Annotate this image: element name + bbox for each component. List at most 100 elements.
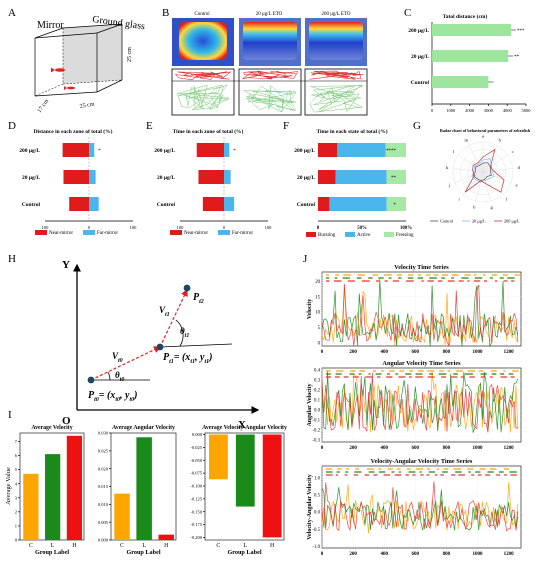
panel-j-series-1-0 [321,371,519,433]
panel-i-ytick-1-6: 0.030 [98,431,109,436]
panel-c-tick-5: 5000 [522,108,532,113]
panel-j-xtick-2-2: 400 [380,552,388,557]
panelD-sig-0: * [98,149,101,154]
panel-j-xtick-0-4: 800 [443,350,451,355]
dim-height-label: 25 cm [127,47,133,62]
origin-label: O [62,415,71,427]
panel-i-xtick-0-L: L [51,543,55,549]
panel-h-motion-diagram: Y X O Pt2 Vt1 θt1 Vt0 θt0 Pt1= (xt1, yt1… [62,259,260,431]
radar-axis-label-d: d [518,165,521,170]
radar-axis-label-c: c [512,149,514,154]
panel-letter-c: C [404,7,411,19]
panelE-near-bar-2 [202,197,224,211]
panel-c-bar-1 [432,50,509,62]
panel-i-ytick-2-6: -0.150 [190,509,202,514]
panel-c-tick-2: 2000 [465,108,475,113]
panel-j-xtick-1-6: 1200 [504,446,515,451]
panel-j-series-0-0 [321,287,519,347]
panelE-legend-far: Far-mirror [232,231,253,236]
panel-j-ylabel-1: Angular Velocity [307,383,313,426]
panel-j-ytick-1-2: -0.1 [312,419,320,424]
panel-i-ytick-1-3: 0.015 [98,484,109,489]
label-theta-t0: θt0 [115,370,124,383]
label-v-t0: Vt0 [112,351,123,364]
panel-c-category-2: Control [411,80,430,86]
panel-f-bar-2-2 [386,197,406,211]
panel-letter-j: J [303,253,308,265]
radar-series-2 [464,148,505,193]
panelE-category-1: 20 μg/L [157,175,175,181]
panel-c-sig-1: ** [514,55,520,60]
radar-axis-label-h: h [473,204,476,209]
panel-j-ytick-2-1: -0.5 [312,528,320,533]
panel-c-category-1: 20 μg/L [411,54,429,60]
trajectory-lines [174,70,364,113]
panel-i-bar-1-H [158,534,174,540]
trajectory-200 [304,68,368,116]
panel-j-xtick-1-3: 600 [412,446,420,451]
label-p-t0: Pt0= (xt0, yt0) [88,390,137,403]
panel-j-ytick-1-7: 0.4 [314,369,321,374]
label-theta-t1: θt1 [180,326,189,339]
panelE-near-bar-1 [198,170,224,184]
label-p-t1: Pt1= (xt1, yt1) [163,352,212,365]
panel-f-legend-2: Freezing [396,233,414,238]
dim-width-label: 25 cm [79,101,95,110]
panel-i-xtick-2-H: H [270,543,275,549]
panelE-legend-near: Near-mirror [184,231,208,236]
panel-j-xtick-1-4: 800 [443,446,451,451]
panelD-legend-near-swatch [35,230,47,235]
panelE-tick-right: 100 [265,225,273,230]
panel-j-xtick-0-3: 600 [412,350,420,355]
panelD-title: Distance in each zone of total (%) [34,128,113,135]
panelE-legend-near-swatch [170,230,182,235]
panelE-tick-left: 100 [177,225,185,230]
panel-j-xtick-0-5: 1000 [472,350,483,355]
radar-axis-label-g: g [490,204,493,209]
panelE-far-bar-2 [224,197,235,211]
panel-i-ytick-1-0: 0.000 [98,538,109,543]
panel-i-xtick-1-H: H [164,543,169,549]
panelD-far-bar-2 [89,197,99,211]
panel-i-ytick-2-5: -0.125 [190,496,202,501]
panel-i-bar-0-C [23,473,39,540]
panel-f-title: Time in each state of total (%) [316,128,387,135]
radar-axis-label-l: l [453,149,455,154]
panel-c-tick-1: 1000 [446,108,456,113]
panel-j-ytick-0-1: 5 [318,326,321,331]
panel-letter-h: H [8,253,16,265]
velocity-vector-t1 [159,288,188,348]
panel-c-bar-0 [432,24,511,36]
point-p-t1 [156,343,164,351]
panel-f-sig-1: ** [391,176,397,181]
panel-j-xtick-0-0: 0 [321,350,324,355]
panel-i-ytick-2-3: -0.075 [190,471,202,476]
panel-j-xtick-2-5: 1000 [472,552,483,557]
panel-i-ytick-0-2: 2 [15,509,17,514]
panel-j-ytick-2-3: 0.5 [314,494,321,499]
x-axis-label: X [238,419,246,431]
panel-j-ytick-1-3: 0.0 [314,409,321,414]
panelD-legend-near: Near-mirror [49,231,73,236]
panelD-category-1: 20 μg/L [22,175,40,181]
panel-j-ytick-2-0: -1.0 [312,545,320,550]
panelE-legend-far-swatch [218,230,230,235]
panel-f-time-state: Time in each state of total (%) 200 μg/L *… [294,128,414,238]
panel-j-ytick-1-5: 0.2 [314,389,321,394]
radar-series-0 [472,162,492,182]
panel-f-legend-0: Bursting [318,233,336,238]
dim-depth-label: 17 cm [37,98,51,114]
radar-axis-label-k: k [446,165,449,170]
heatmap-label-200: 200 μg/L ETO [321,12,350,17]
panelE-far-bar-1 [224,170,231,184]
panel-j-xtick-1-2: 400 [380,446,388,451]
panel-j-xtick-1-1: 200 [349,446,357,451]
panel-i-ytick-1-2: 0.010 [98,502,109,507]
panel-j-xtick-2-6: 1200 [504,552,515,557]
trajectory-red-1 [242,70,299,80]
panelE-category-0: 200 μg/L [154,148,175,154]
trajectory-green-1 [243,85,297,113]
panel-i-xlabel-0: Group Label [35,549,69,556]
trajectory-green-2 [309,84,364,113]
panel-g-title: Radar chart of behavioral parameters of … [440,128,531,133]
